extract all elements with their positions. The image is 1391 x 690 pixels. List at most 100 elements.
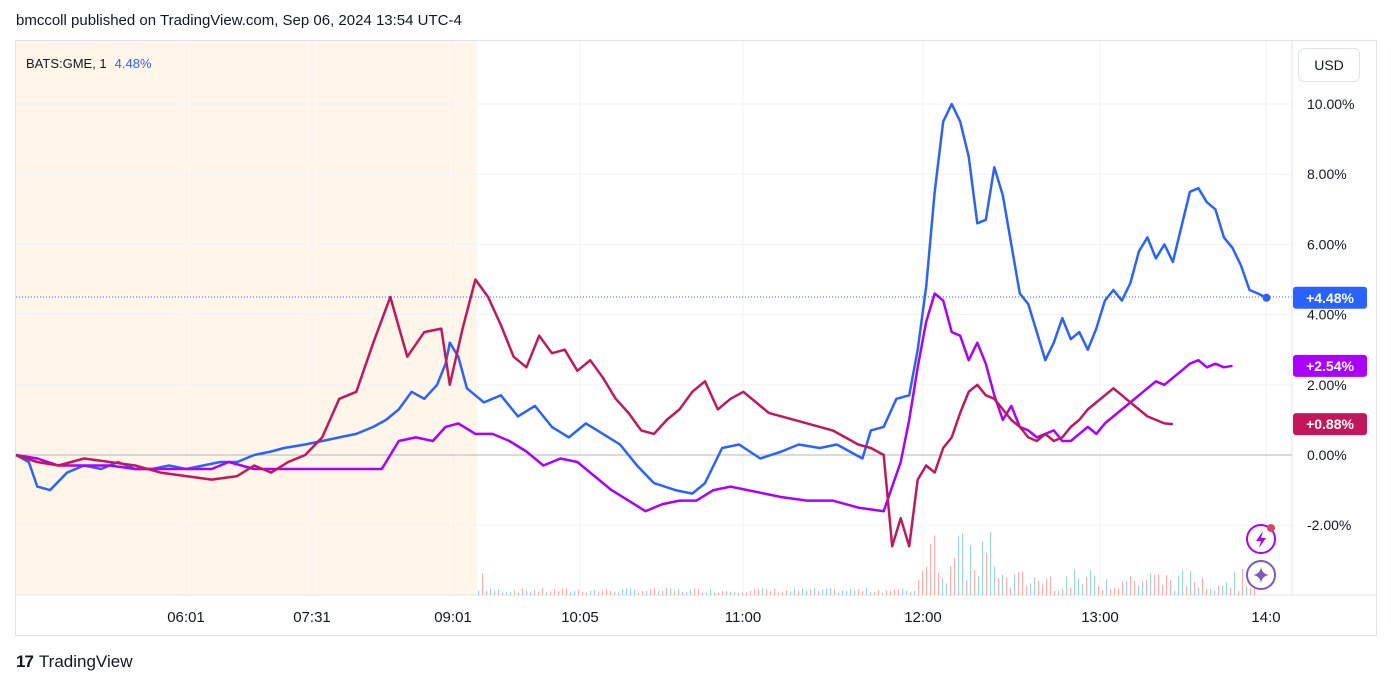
- volume-bar: [518, 592, 520, 595]
- volume-bar: [590, 590, 592, 595]
- chart-frame: [15, 40, 1377, 636]
- x-tick-label: 07:31: [293, 609, 331, 626]
- volume-bar: [1158, 574, 1160, 595]
- volume-bar: [850, 589, 852, 595]
- currency-button[interactable]: USD: [1298, 48, 1360, 82]
- volume-bar: [930, 544, 932, 595]
- volume-bar: [618, 592, 620, 595]
- volume-bar: [678, 589, 680, 595]
- volume-bar: [742, 592, 744, 595]
- volume-bar: [882, 592, 884, 595]
- volume-bar: [1094, 576, 1096, 595]
- x-tick-label: 06:01: [167, 609, 205, 626]
- volume-bar: [766, 589, 768, 595]
- last-point-marker: [1262, 293, 1271, 302]
- series-lines[interactable]: [15, 102, 1271, 548]
- volume-bar: [1054, 590, 1056, 595]
- volume-bar: [1142, 580, 1144, 595]
- volume-bar: [1074, 569, 1076, 595]
- last-value-label: +4.48%: [1306, 290, 1354, 306]
- volume-bar: [490, 588, 492, 595]
- volume-bar: [1066, 576, 1068, 595]
- volume-bar: [1154, 574, 1156, 595]
- volume-bar: [762, 588, 764, 595]
- volume-bar: [790, 591, 792, 595]
- volume-bar: [1122, 581, 1124, 595]
- volume-bar: [758, 589, 760, 595]
- sparkle-icon[interactable]: [1246, 560, 1276, 590]
- volume-bar: [690, 589, 692, 595]
- volume-bar: [842, 590, 844, 595]
- lightning-icon[interactable]: [1246, 524, 1276, 554]
- volume-bar: [826, 588, 828, 595]
- volume-bar: [946, 583, 948, 595]
- tradingview-logo[interactable]: 17 TradingView: [16, 652, 132, 672]
- volume-bar: [1018, 571, 1020, 595]
- volume-bar: [1126, 580, 1128, 595]
- volume-bars: [478, 532, 1256, 595]
- volume-bar: [798, 590, 800, 595]
- series-line-2[interactable]: [15, 292, 1233, 513]
- volume-bar: [482, 573, 484, 595]
- volume-bar: [986, 552, 988, 595]
- x-tick-label: 09:01: [434, 609, 472, 626]
- volume-bar: [1002, 574, 1004, 595]
- volume-bar: [1250, 588, 1252, 595]
- legend-symbol: BATS:GME, 1: [26, 56, 107, 71]
- publish-info: bmccoll published on TradingView.com, Se…: [16, 12, 462, 29]
- volume-bar: [786, 589, 788, 595]
- volume-bar: [914, 590, 916, 595]
- volume-bar: [594, 589, 596, 595]
- chart-legend[interactable]: BATS:GME, 1 4.48%: [26, 56, 152, 71]
- volume-bar: [1106, 579, 1108, 595]
- series-line-1[interactable]: [15, 102, 1268, 495]
- volume-bar: [1202, 578, 1204, 595]
- volume-bar: [886, 590, 888, 595]
- volume-bar: [622, 589, 624, 595]
- volume-bar: [1194, 581, 1196, 595]
- volume-bar: [710, 588, 712, 595]
- volume-bar: [574, 590, 576, 595]
- volume-bar: [682, 591, 684, 595]
- volume-bar: [1150, 573, 1152, 595]
- volume-bar: [1006, 577, 1008, 595]
- volume-bar: [1246, 586, 1248, 595]
- volume-bar: [558, 591, 560, 595]
- volume-bar: [530, 592, 532, 595]
- volume-bar: [706, 592, 708, 595]
- volume-bar: [550, 591, 552, 595]
- volume-bar: [1134, 580, 1136, 595]
- volume-bar: [874, 592, 876, 595]
- volume-bar: [994, 566, 996, 595]
- volume-bar: [602, 590, 604, 595]
- volume-bar: [614, 591, 616, 595]
- series-line-3[interactable]: [15, 278, 1174, 548]
- volume-bar: [830, 588, 832, 595]
- volume-bar: [610, 590, 612, 595]
- volume-bar: [498, 589, 500, 595]
- volume-bar: [542, 588, 544, 595]
- volume-bar: [726, 591, 728, 595]
- volume-bar: [982, 541, 984, 595]
- volume-bar: [922, 571, 924, 595]
- y-tick-label: 10.00%: [1307, 96, 1354, 112]
- volume-bar: [806, 590, 808, 595]
- volume-bar: [698, 588, 700, 595]
- volume-bar: [814, 588, 816, 595]
- volume-bar: [942, 578, 944, 595]
- volume-bar: [506, 591, 508, 595]
- volume-bar: [782, 591, 784, 595]
- volume-bar: [478, 590, 480, 595]
- volume-bar: [978, 576, 980, 595]
- volume-bar: [1174, 590, 1176, 595]
- volume-bar: [570, 591, 572, 595]
- last-value-label: +2.54%: [1306, 358, 1354, 374]
- volume-bar: [974, 569, 976, 595]
- volume-bar: [1086, 577, 1088, 595]
- volume-bar: [1226, 582, 1228, 595]
- volume-bar: [546, 591, 548, 595]
- x-tick-label: 14:0: [1251, 609, 1280, 626]
- last-value-badge: [1293, 413, 1367, 436]
- volume-bar: [686, 592, 688, 595]
